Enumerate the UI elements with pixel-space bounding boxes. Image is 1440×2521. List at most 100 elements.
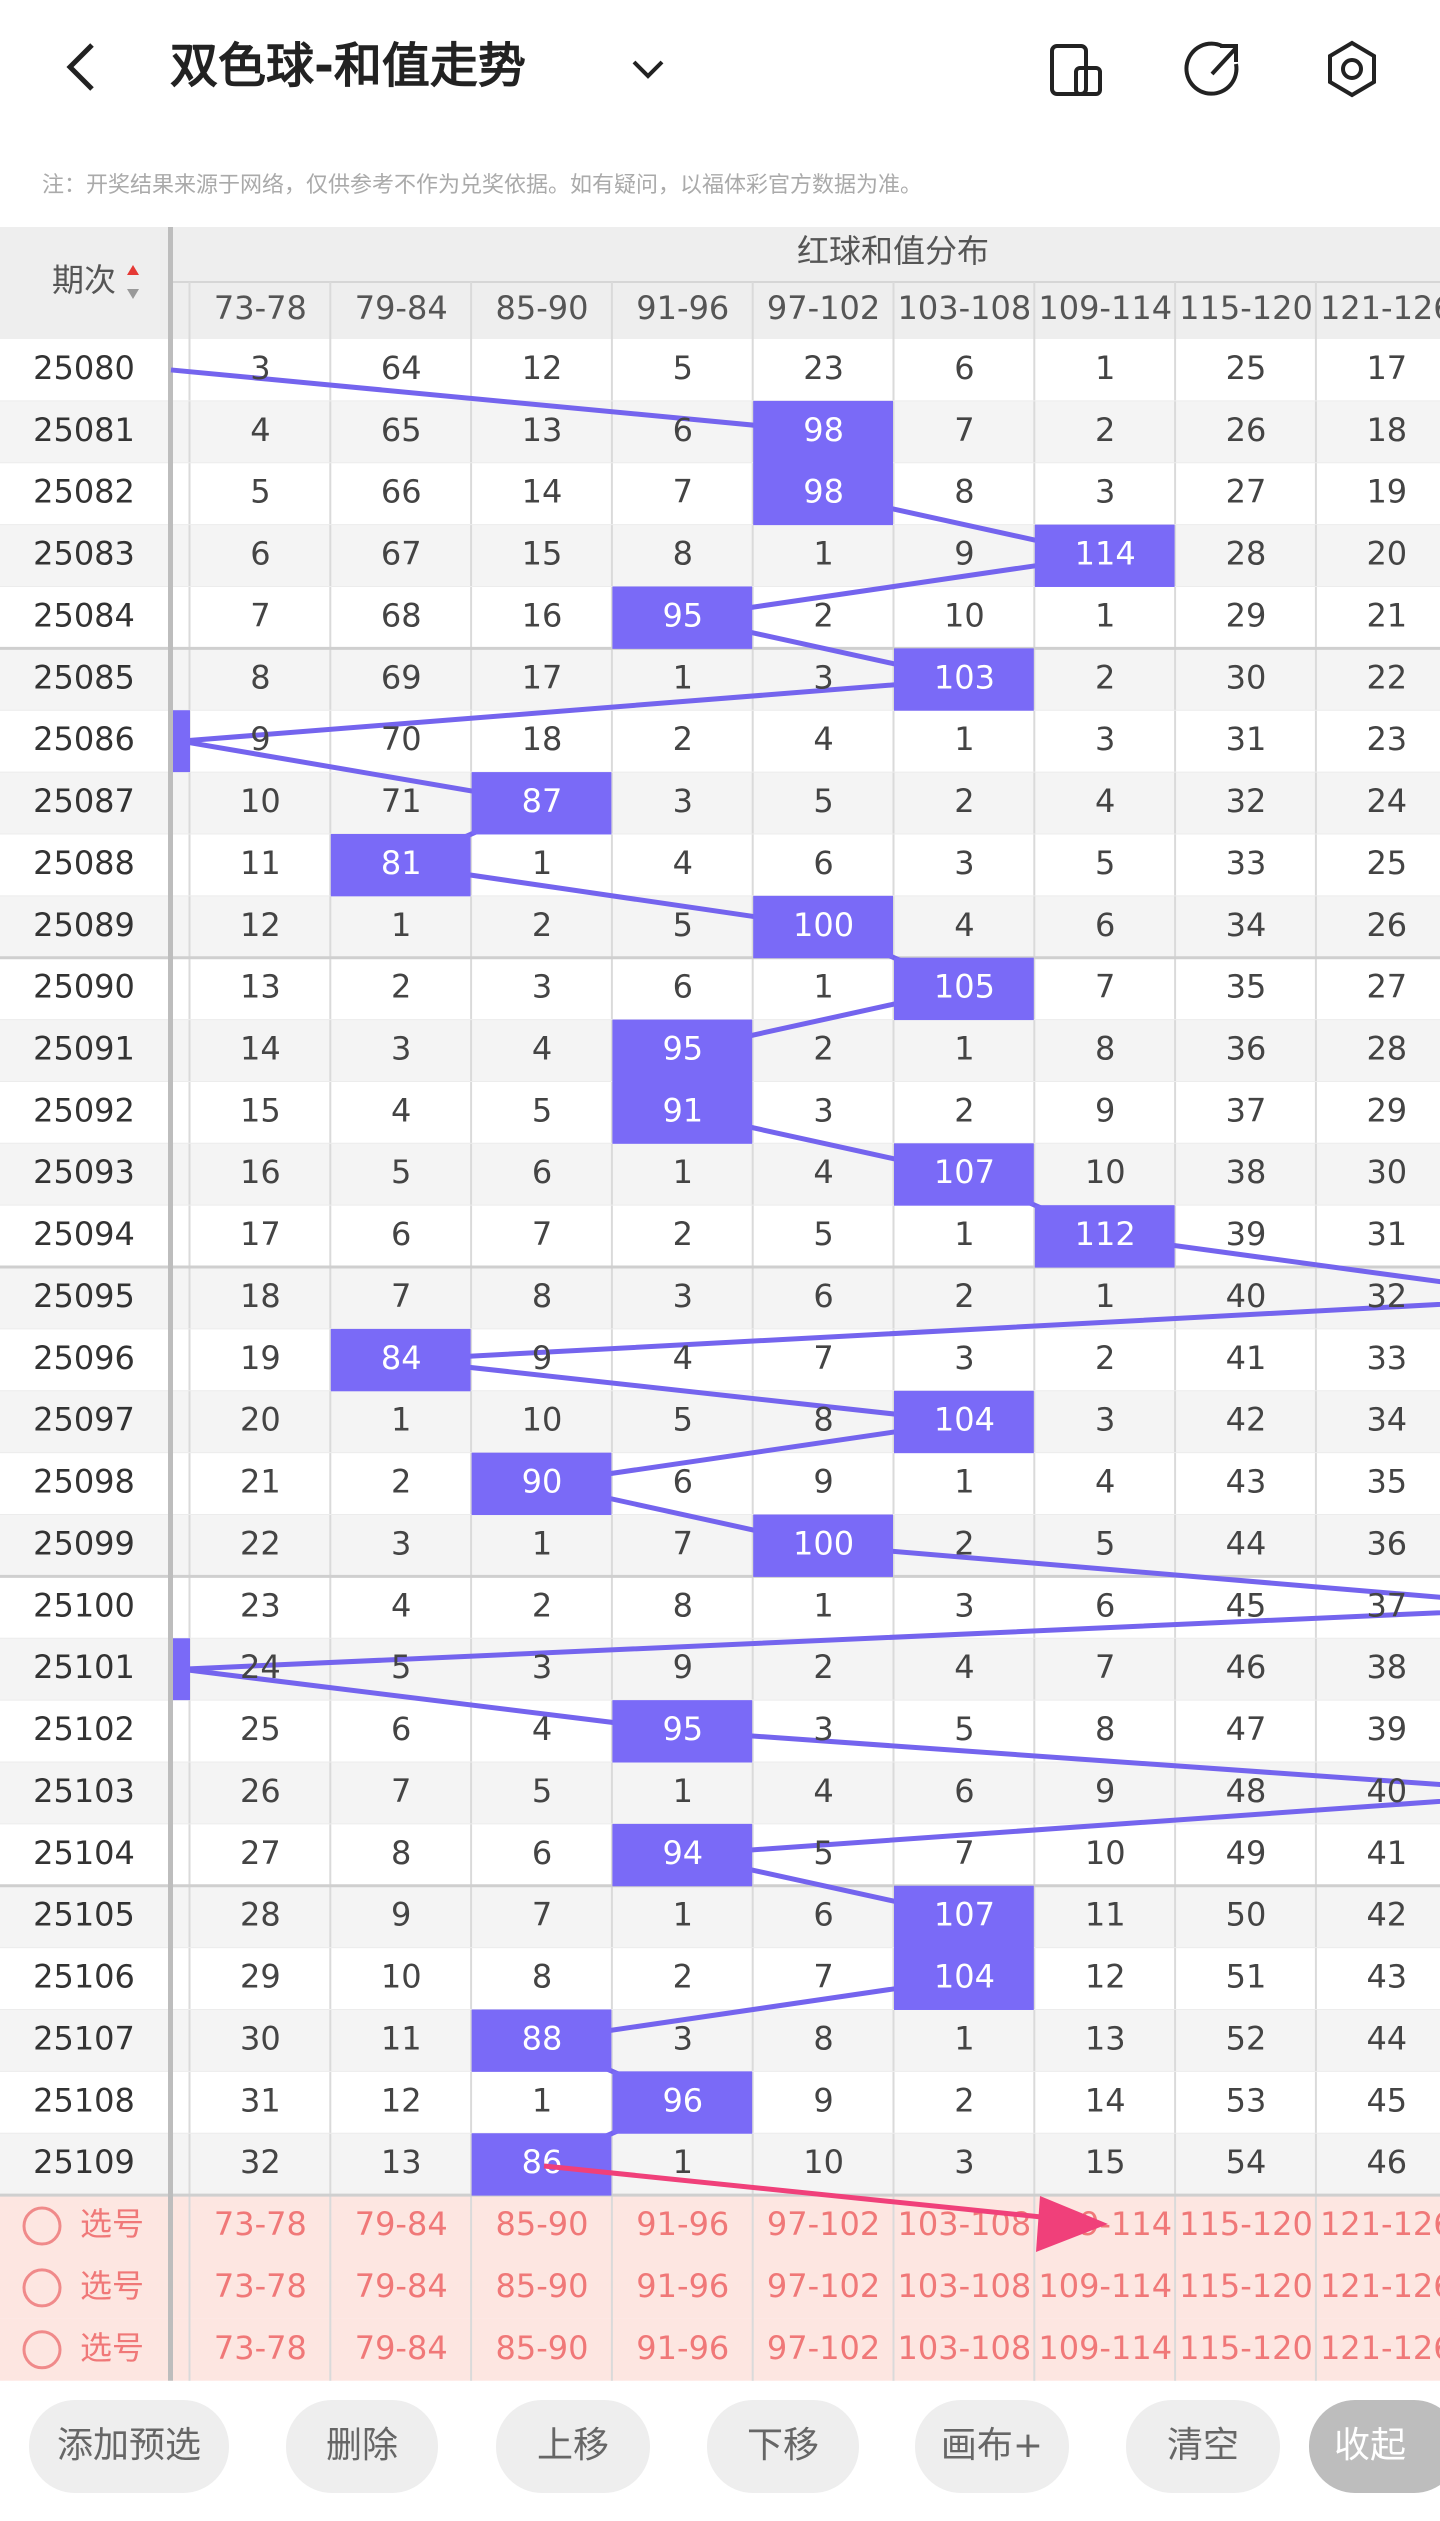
toolbar-button-label[interactable]: 清空 bbox=[1167, 2425, 1239, 2466]
miss-value: 13 bbox=[522, 411, 563, 449]
period-header: 期次 bbox=[52, 261, 116, 299]
icon-screen[interactable] bbox=[1050, 44, 1102, 96]
toolbar-button[interactable] bbox=[286, 2400, 438, 2493]
pick-radio[interactable] bbox=[22, 2206, 62, 2246]
miss-value: 15 bbox=[240, 1091, 281, 1129]
pick-column[interactable]: 121-126 bbox=[1320, 2329, 1440, 2367]
period-cell: 25082 bbox=[33, 473, 135, 511]
miss-value: 44 bbox=[1366, 2019, 1407, 2057]
pick-column[interactable]: 97-102 bbox=[767, 2329, 880, 2367]
miss-value: 1 bbox=[954, 1215, 974, 1253]
pick-column[interactable]: 121-126 bbox=[1320, 2267, 1440, 2305]
pick-column[interactable]: 79-84 bbox=[355, 2205, 448, 2243]
miss-value: 5 bbox=[813, 782, 833, 820]
period-cell: 25103 bbox=[33, 1772, 135, 1810]
miss-value: 7 bbox=[250, 596, 270, 634]
toolbar-button[interactable] bbox=[915, 2400, 1069, 2493]
miss-value: 48 bbox=[1226, 1772, 1267, 1810]
hit-value: 114 bbox=[1075, 535, 1136, 573]
hidden-column-hit bbox=[173, 710, 190, 773]
miss-value: 31 bbox=[1366, 1215, 1407, 1253]
miss-value: 6 bbox=[813, 1896, 833, 1934]
miss-value: 1 bbox=[954, 1463, 974, 1501]
toolbar-button[interactable] bbox=[496, 2400, 650, 2493]
miss-value: 41 bbox=[1226, 1339, 1267, 1377]
miss-value: 3 bbox=[954, 1586, 974, 1624]
pick-column[interactable]: 103-108 bbox=[898, 2267, 1032, 2305]
pick-column[interactable]: 79-84 bbox=[355, 2267, 448, 2305]
pick-column[interactable]: 91-96 bbox=[636, 2329, 729, 2367]
miss-value: 11 bbox=[381, 2019, 422, 2057]
hit-cell bbox=[894, 1947, 1034, 2010]
pick-radio[interactable] bbox=[22, 2268, 62, 2308]
icon-share[interactable] bbox=[1184, 41, 1239, 96]
miss-value: 6 bbox=[391, 1215, 411, 1253]
miss-value: 9 bbox=[813, 2081, 833, 2119]
toolbar-button-label[interactable]: 收起 bbox=[1334, 2425, 1406, 2466]
pick-column[interactable]: 97-102 bbox=[767, 2205, 880, 2243]
pick-column[interactable]: 73-78 bbox=[214, 2329, 307, 2367]
miss-value: 3 bbox=[1095, 473, 1115, 511]
toolbar-button[interactable] bbox=[707, 2400, 859, 2493]
column-header: 91-96 bbox=[636, 289, 729, 327]
toolbar-button-label[interactable]: 下移 bbox=[747, 2425, 819, 2466]
miss-value: 1 bbox=[813, 1586, 833, 1624]
icon-settings[interactable] bbox=[1328, 40, 1376, 98]
toolbar-button-label[interactable]: 删除 bbox=[326, 2425, 398, 2466]
sort-down[interactable] bbox=[127, 289, 139, 299]
pick-column[interactable]: 97-102 bbox=[767, 2267, 880, 2305]
miss-value: 4 bbox=[391, 1586, 411, 1624]
hit-value: 100 bbox=[793, 906, 854, 944]
hit-value: 96 bbox=[662, 2081, 703, 2119]
miss-value: 36 bbox=[1366, 1524, 1407, 1562]
miss-value: 3 bbox=[532, 1648, 552, 1686]
toolbar-button[interactable] bbox=[29, 2400, 229, 2493]
pick-column[interactable]: 115-120 bbox=[1179, 2329, 1313, 2367]
pick-column[interactable]: 109-114 bbox=[1038, 2329, 1172, 2367]
pick-radio[interactable] bbox=[22, 2330, 62, 2370]
row-bg bbox=[0, 1638, 1440, 1701]
pick-column[interactable]: 73-78 bbox=[214, 2205, 307, 2243]
hit-cell bbox=[471, 1452, 612, 1516]
pick-column[interactable]: 115-120 bbox=[1179, 2205, 1313, 2243]
miss-value: 8 bbox=[250, 658, 270, 696]
miss-value: 46 bbox=[1366, 2143, 1407, 2181]
toolbar: 添加预选 删除 上移 下移 画布+ 清空 收起 bbox=[0, 2384, 1440, 2517]
period-cell: 25094 bbox=[33, 1215, 135, 1253]
pick-column[interactable]: 103-108 bbox=[898, 2329, 1032, 2367]
toolbar-button[interactable] bbox=[1126, 2400, 1280, 2493]
miss-value: 30 bbox=[1366, 1153, 1407, 1191]
miss-value: 1 bbox=[532, 2081, 552, 2119]
miss-value: 7 bbox=[1095, 1648, 1115, 1686]
toolbar-button[interactable] bbox=[1309, 2400, 1440, 2493]
miss-value: 31 bbox=[240, 2081, 281, 2119]
toolbar-button-label[interactable]: 添加预选 bbox=[57, 2425, 201, 2466]
row-bg bbox=[0, 833, 1440, 896]
miss-value: 2 bbox=[673, 1215, 693, 1253]
miss-value: 46 bbox=[1226, 1648, 1267, 1686]
toolbar-button-label[interactable]: 画布+ bbox=[941, 2425, 1043, 2466]
sort-up[interactable] bbox=[127, 265, 139, 275]
back-button[interactable] bbox=[66, 43, 94, 91]
miss-value: 6 bbox=[673, 411, 693, 449]
pick-column[interactable]: 109-114 bbox=[1038, 2267, 1172, 2305]
miss-value: 3 bbox=[1095, 720, 1115, 758]
pick-column[interactable]: 73-78 bbox=[214, 2267, 307, 2305]
trend-table: 期次 红球和值分布 73-78 79-84 85-90 91-96 97-102 103-10… bbox=[0, 227, 1440, 2381]
pick-column[interactable]: 79-84 bbox=[355, 2329, 448, 2367]
pick-column[interactable]: 121-126 bbox=[1320, 2205, 1440, 2243]
hit-value: 98 bbox=[803, 411, 844, 449]
miss-value: 1 bbox=[1095, 1277, 1115, 1315]
pick-column[interactable]: 85-90 bbox=[496, 2267, 589, 2305]
disclaimer-note: 注：开奖结果来源于网络，仅供参考不作为兑奖依据。如有疑问，以福体彩官方数据为准。 bbox=[42, 173, 922, 198]
toolbar-button-label[interactable]: 上移 bbox=[537, 2425, 609, 2466]
miss-value: 6 bbox=[1095, 1586, 1115, 1624]
miss-value: 12 bbox=[522, 349, 563, 387]
pick-column[interactable]: 115-120 bbox=[1179, 2267, 1313, 2305]
pick-column[interactable]: 85-90 bbox=[496, 2205, 589, 2243]
pick-column[interactable]: 91-96 bbox=[636, 2205, 729, 2243]
title-dropdown[interactable] bbox=[632, 60, 664, 79]
pick-column[interactable]: 85-90 bbox=[496, 2329, 589, 2367]
pick-label: 选号 bbox=[80, 2267, 144, 2305]
pick-column[interactable]: 91-96 bbox=[636, 2267, 729, 2305]
